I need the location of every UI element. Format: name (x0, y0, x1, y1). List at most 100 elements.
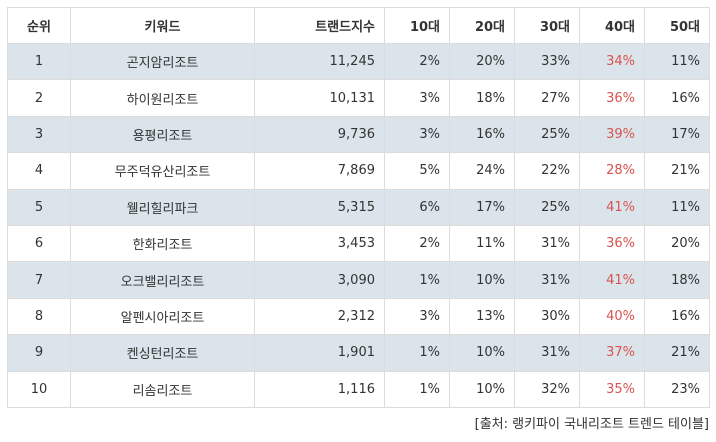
age-50s-cell: 20% (644, 224, 710, 263)
age-30s-cell: 25% (514, 188, 580, 226)
age-50s-cell: 21% (644, 152, 710, 190)
age-10s-cell: 1% (384, 334, 450, 372)
age-10s-cell: 6% (384, 188, 450, 226)
rank-cell: 4 (7, 152, 71, 190)
table-row: 10 리솜리조트 1,116 1% 10% 32% 35% 23% (7, 370, 710, 408)
age-50s-cell: 21% (644, 334, 710, 372)
table-row: 9 켄싱턴리조트 1,901 1% 10% 31% 37% 21% (7, 334, 710, 372)
age-20s-cell: 24% (449, 152, 515, 190)
trend-index-cell: 3,090 (254, 261, 385, 299)
age-30s-cell: 33% (514, 42, 580, 81)
rank-cell: 2 (7, 79, 71, 117)
age-10s-cell: 2% (384, 224, 450, 263)
age-30s-cell: 31% (514, 334, 580, 372)
age-20s-cell: 11% (449, 224, 515, 263)
age-50s-cell: 11% (644, 42, 710, 81)
age-40s-cell: 36% (579, 224, 645, 263)
keyword-cell: 한화리조트 (70, 224, 255, 263)
age-20s-cell: 20% (449, 42, 515, 81)
rank-cell: 1 (7, 42, 71, 81)
ranking-table-container: 순위 키워드 트랜드지수 10대 20대 30대 40대 50대 1 곤지암리조트… (7, 7, 710, 408)
table-header: 순위 키워드 트랜드지수 10대 20대 30대 40대 50대 (7, 7, 710, 44)
rank-cell: 9 (7, 334, 71, 372)
table-row: 7 오크밸리리조트 3,090 1% 10% 31% 41% 18% (7, 261, 710, 299)
source-caption: [출처: 랭키파이 국내리조트 트렌드 테이블] (474, 417, 709, 432)
keyword-cell: 오크밸리리조트 (70, 261, 255, 299)
header-row: 순위 키워드 트랜드지수 10대 20대 30대 40대 50대 (7, 7, 710, 44)
age-30s-cell: 31% (514, 224, 580, 263)
age-20s-cell: 10% (449, 334, 515, 372)
header-age-10s: 10대 (384, 7, 450, 44)
header-keyword: 키워드 (70, 7, 255, 44)
age-20s-cell: 16% (449, 115, 515, 154)
age-40s-cell: 35% (579, 370, 645, 408)
age-10s-cell: 5% (384, 152, 450, 190)
age-20s-cell: 13% (449, 297, 515, 336)
trend-index-cell: 10,131 (254, 79, 385, 117)
rank-cell: 7 (7, 261, 71, 299)
rank-cell: 10 (7, 370, 71, 408)
age-20s-cell: 10% (449, 261, 515, 299)
table-row: 8 알펜시아리조트 2,312 3% 13% 30% 40% 16% (7, 297, 710, 336)
trend-index-cell: 1,116 (254, 370, 385, 408)
age-40s-cell: 37% (579, 334, 645, 372)
keyword-cell: 곤지암리조트 (70, 42, 255, 81)
rank-cell: 3 (7, 115, 71, 154)
keyword-cell: 하이원리조트 (70, 79, 255, 117)
keyword-cell: 리솜리조트 (70, 370, 255, 408)
resort-trend-table: 순위 키워드 트랜드지수 10대 20대 30대 40대 50대 1 곤지암리조트… (7, 7, 710, 408)
table-row: 1 곤지암리조트 11,245 2% 20% 33% 34% 11% (7, 42, 710, 81)
table-body: 1 곤지암리조트 11,245 2% 20% 33% 34% 11% 2 하이원리조트 10,131… (7, 42, 710, 408)
age-40s-cell: 41% (579, 261, 645, 299)
age-20s-cell: 18% (449, 79, 515, 117)
age-10s-cell: 3% (384, 115, 450, 154)
age-30s-cell: 22% (514, 152, 580, 190)
age-40s-cell: 34% (579, 42, 645, 81)
trend-index-cell: 9,736 (254, 115, 385, 154)
age-10s-cell: 1% (384, 370, 450, 408)
age-10s-cell: 3% (384, 79, 450, 117)
table-row: 3 용평리조트 9,736 3% 16% 25% 39% 17% (7, 115, 710, 154)
trend-index-cell: 2,312 (254, 297, 385, 336)
age-30s-cell: 30% (514, 297, 580, 336)
age-50s-cell: 18% (644, 261, 710, 299)
age-10s-cell: 3% (384, 297, 450, 336)
table-row: 2 하이원리조트 10,131 3% 18% 27% 36% 16% (7, 79, 710, 117)
rank-cell: 5 (7, 188, 71, 226)
keyword-cell: 무주덕유산리조트 (70, 152, 255, 190)
trend-index-cell: 1,901 (254, 334, 385, 372)
table-row: 5 웰리힐리파크 5,315 6% 17% 25% 41% 11% (7, 188, 710, 226)
trend-index-cell: 3,453 (254, 224, 385, 263)
trend-index-cell: 7,869 (254, 152, 385, 190)
keyword-cell: 켄싱턴리조트 (70, 334, 255, 372)
age-40s-cell: 28% (579, 152, 645, 190)
rank-cell: 6 (7, 224, 71, 263)
header-age-50s: 50대 (644, 7, 710, 44)
keyword-cell: 알펜시아리조트 (70, 297, 255, 336)
header-age-20s: 20대 (449, 7, 515, 44)
age-30s-cell: 31% (514, 261, 580, 299)
age-50s-cell: 23% (644, 370, 710, 408)
age-40s-cell: 36% (579, 79, 645, 117)
age-10s-cell: 2% (384, 42, 450, 81)
trend-index-cell: 11,245 (254, 42, 385, 81)
age-50s-cell: 11% (644, 188, 710, 226)
rank-cell: 8 (7, 297, 71, 336)
trend-index-cell: 5,315 (254, 188, 385, 226)
age-40s-cell: 39% (579, 115, 645, 154)
age-30s-cell: 25% (514, 115, 580, 154)
header-age-40s: 40대 (579, 7, 645, 44)
header-trend-index: 트랜드지수 (254, 7, 385, 44)
age-30s-cell: 27% (514, 79, 580, 117)
header-age-30s: 30대 (514, 7, 580, 44)
header-rank: 순위 (7, 7, 71, 44)
keyword-cell: 웰리힐리파크 (70, 188, 255, 226)
table-row: 6 한화리조트 3,453 2% 11% 31% 36% 20% (7, 224, 710, 263)
age-50s-cell: 17% (644, 115, 710, 154)
table-row: 4 무주덕유산리조트 7,869 5% 24% 22% 28% 21% (7, 152, 710, 190)
age-20s-cell: 10% (449, 370, 515, 408)
age-40s-cell: 40% (579, 297, 645, 336)
age-20s-cell: 17% (449, 188, 515, 226)
age-50s-cell: 16% (644, 297, 710, 336)
age-30s-cell: 32% (514, 370, 580, 408)
